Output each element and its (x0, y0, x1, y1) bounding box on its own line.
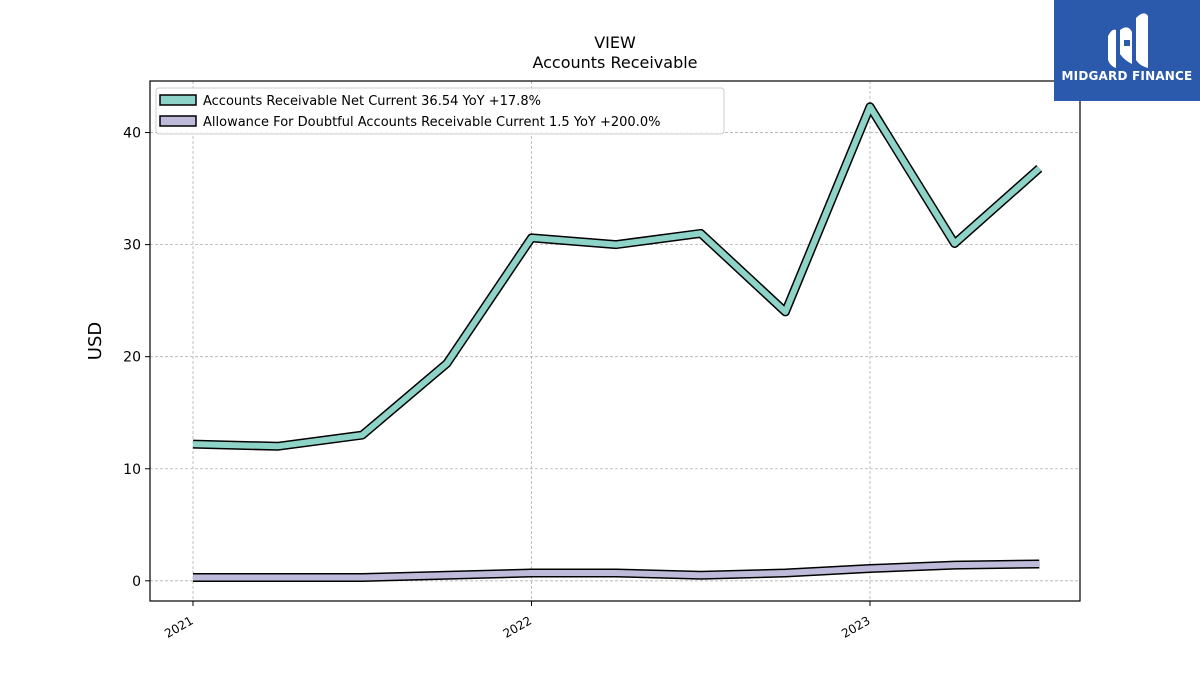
legend-swatch-1 (159, 115, 197, 127)
chart-title: VIEW (594, 33, 636, 52)
legend-box (155, 87, 725, 135)
series-0-outline (192, 102, 1043, 451)
y-tick-label: 10 (123, 462, 141, 478)
x-tick-label: 2022 (501, 613, 534, 640)
plot-frame (149, 80, 1081, 602)
y-tick-label: 30 (123, 238, 141, 254)
y-tick-label: 40 (123, 126, 141, 142)
y-tick-label: 20 (123, 350, 141, 366)
chart-subtitle: Accounts Receivable (532, 53, 697, 72)
brand-mark-icon (1108, 13, 1148, 69)
legend: Accounts Receivable Net Current 36.54 Yo… (155, 87, 725, 135)
legend-label-0: Accounts Receivable Net Current 36.54 Yo… (203, 94, 541, 109)
series-layer (192, 102, 1043, 582)
brand-name: MIDGARD FINANCE (1061, 69, 1193, 83)
series-1-line (193, 561, 1040, 581)
y-tick-label: 0 (132, 574, 141, 590)
x-tick-label: 2021 (162, 613, 195, 640)
y-axis-label: USD (85, 322, 106, 360)
x-tick-label: 2023 (839, 613, 872, 640)
brand-logo: MIDGARD FINANCE (1054, 0, 1200, 101)
legend-swatch-0 (159, 94, 197, 106)
series-0-line (192, 103, 1042, 450)
grid (150, 81, 1080, 601)
legend-label-1: Allowance For Doubtful Accounts Receivab… (203, 115, 660, 130)
ticks: 0 10 20 30 40 2021 2022 2023 (123, 126, 872, 641)
